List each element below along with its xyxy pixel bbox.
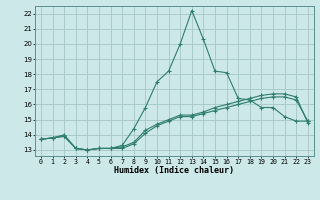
X-axis label: Humidex (Indice chaleur): Humidex (Indice chaleur) (115, 166, 235, 175)
